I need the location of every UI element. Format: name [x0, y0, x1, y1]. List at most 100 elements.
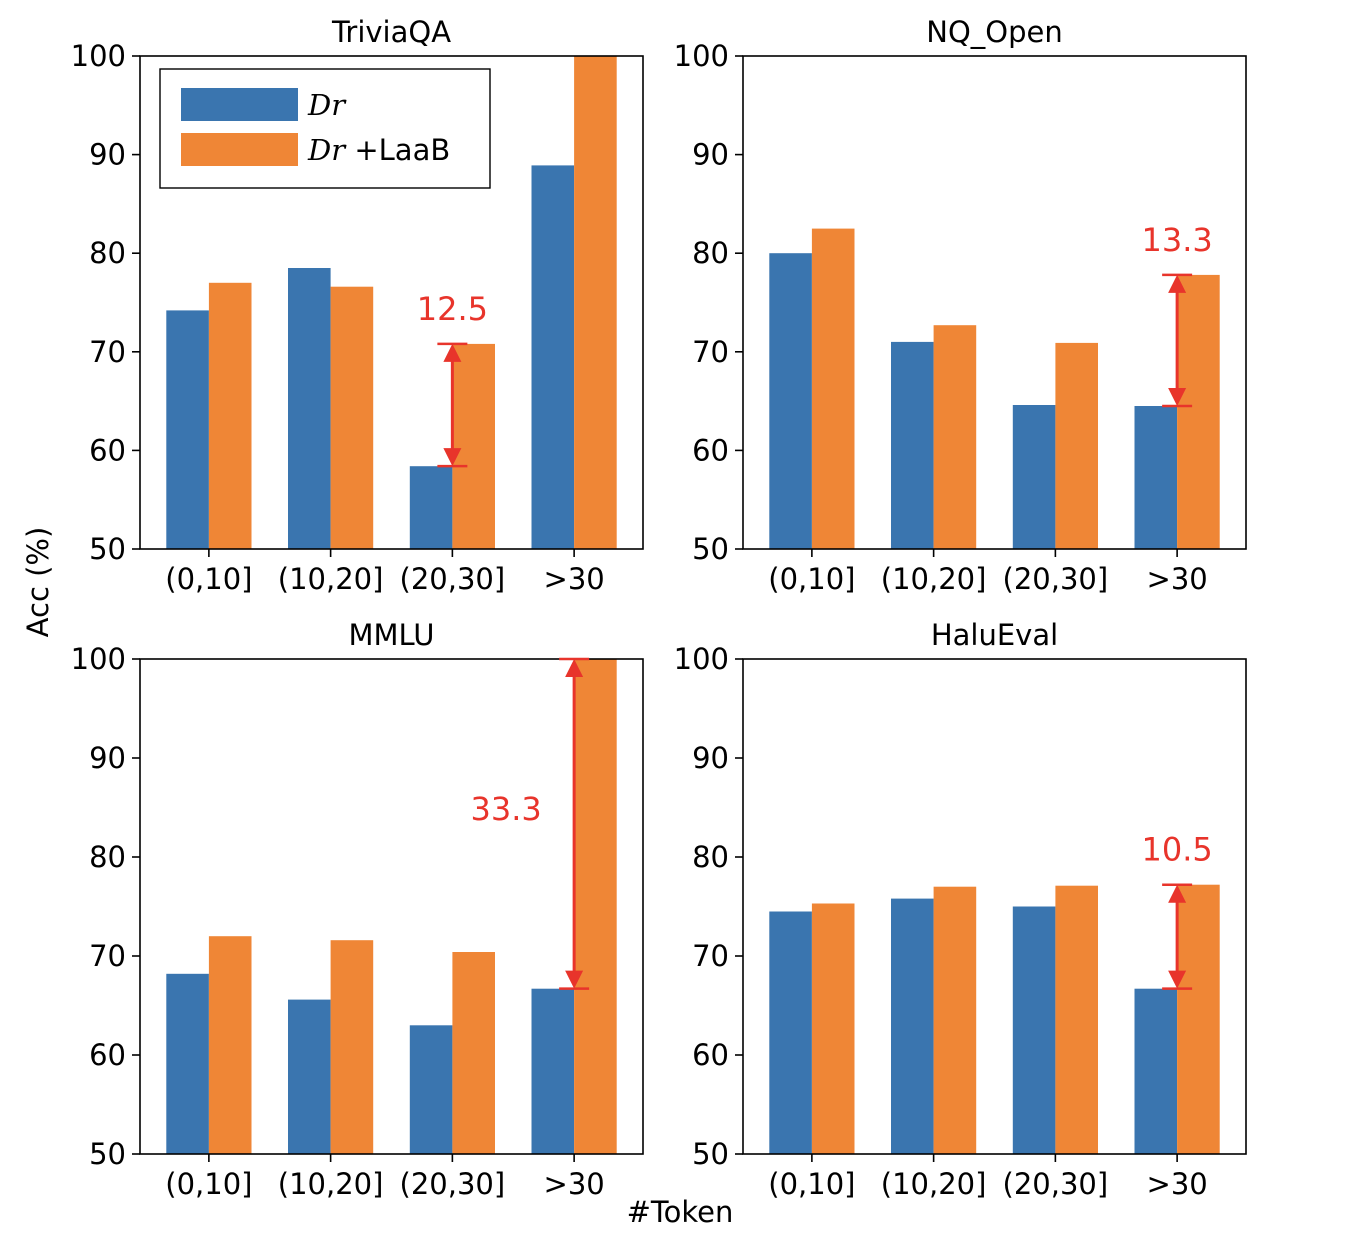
- legend-suffix: +LaaB: [345, 133, 450, 167]
- bar-dr-0: [166, 973, 209, 1154]
- annotation-arrowhead-down: [565, 970, 584, 989]
- x-tick-label: >30: [544, 562, 605, 596]
- legend-swatch-1: [181, 133, 298, 166]
- y-axis-label: Acc (%): [21, 527, 55, 638]
- annotation-arrowhead-down: [443, 448, 462, 467]
- bar-dr-laab-1: [933, 886, 977, 1154]
- x-tick-label: (20,30]: [400, 562, 506, 596]
- annotation-arrowhead-down: [1168, 970, 1187, 989]
- y-tick-label: 50: [692, 532, 729, 566]
- bar-dr-3: [531, 988, 575, 1154]
- bar-dr-laab-3: [574, 56, 617, 549]
- x-axis-label: #Token: [627, 1195, 734, 1229]
- plot-frame: [139, 658, 644, 1155]
- y-tick-label: 50: [89, 1137, 126, 1171]
- legend-label-1: Dr +LaaB: [307, 133, 450, 167]
- x-tick-label: (20,30]: [400, 1167, 506, 1201]
- y-tick-label: 100: [71, 642, 126, 676]
- bar-dr-3: [1134, 988, 1178, 1154]
- bar-dr-1: [288, 268, 331, 549]
- legend-label-0: Dr: [307, 88, 347, 122]
- annotation-arrowhead-up: [443, 343, 462, 362]
- bar-dr-laab-3: [1177, 884, 1220, 1154]
- panel-1: 50 60 70 80 90 100 (0,10] (10,20] (20,30] >30 NQ_O…: [674, 15, 1247, 596]
- y-tick-label: 90: [692, 741, 729, 775]
- y-tick-label: 90: [89, 138, 126, 172]
- x-tick-label: (0,10]: [165, 562, 252, 596]
- bar-dr-3: [531, 165, 575, 549]
- bar-dr-laab-2: [452, 952, 495, 1154]
- bar-dr-3: [1134, 406, 1178, 549]
- bar-dr-laab-0: [811, 903, 855, 1154]
- bar-dr-2: [1012, 906, 1056, 1154]
- legend-math: Dr: [307, 133, 347, 167]
- y-tick-label: 100: [674, 39, 729, 73]
- y-tick-label: 80: [89, 236, 126, 270]
- bar-dr-laab-3: [1177, 274, 1220, 549]
- x-tick-label: (0,10]: [768, 562, 855, 596]
- panels: 50 60 70 80 90 100 (0,10] (10,20] (20,30] >30 Triv…: [71, 15, 1247, 1201]
- y-tick-label: 60: [89, 1038, 126, 1072]
- bar-dr-laab-0: [208, 936, 252, 1154]
- x-tick-label: (10,20]: [881, 562, 987, 596]
- gap-annotation: 12.5: [417, 290, 488, 468]
- bar-dr-0: [166, 310, 209, 549]
- y-tick-label: 70: [89, 939, 126, 973]
- plot-frame: [742, 55, 1247, 550]
- y-tick-label: 60: [692, 433, 729, 467]
- annotation-label: 12.5: [417, 290, 488, 328]
- y-tick-label: 80: [89, 840, 126, 874]
- y-tick-label: 50: [692, 1137, 729, 1171]
- x-tick-label: >30: [1147, 1167, 1208, 1201]
- panel-title: TriviaQA: [331, 15, 451, 49]
- bar-dr-laab-2: [1055, 342, 1098, 549]
- y-tick-label: 80: [692, 236, 729, 270]
- bar-dr-laab-0: [208, 282, 252, 549]
- legend-box: [159, 68, 491, 189]
- y-tick-label: 100: [674, 642, 729, 676]
- x-tick-label: >30: [544, 1167, 605, 1201]
- panel-title: NQ_Open: [926, 15, 1062, 49]
- bar-dr-1: [891, 341, 934, 549]
- gap-annotation: 13.3: [1142, 221, 1213, 408]
- bar-dr-1: [891, 898, 934, 1154]
- plot-frame: [139, 55, 644, 550]
- bar-dr-laab-2: [452, 343, 495, 549]
- panel-title: HaluEval: [931, 618, 1058, 652]
- y-tick-label: 70: [692, 335, 729, 369]
- bar-dr-laab-3: [574, 659, 617, 1154]
- panel-0: 50 60 70 80 90 100 (0,10] (10,20] (20,30] >30 Triv…: [71, 15, 644, 596]
- bar-dr-1: [288, 999, 331, 1154]
- x-tick-label: (20,30]: [1003, 562, 1109, 596]
- bar-dr-0: [769, 253, 812, 549]
- annotation-arrowhead-up: [1168, 274, 1187, 293]
- y-tick-label: 60: [89, 433, 126, 467]
- bar-dr-laab-2: [1055, 885, 1098, 1154]
- x-tick-label: (10,20]: [881, 1167, 987, 1201]
- panel-2: 50 60 70 80 90 100 (0,10] (10,20] (20,30] >30 MMLU…: [71, 618, 644, 1201]
- annotation-arrowhead-up: [1168, 884, 1187, 903]
- gap-annotation: 10.5: [1142, 831, 1213, 990]
- bar-dr-2: [409, 466, 453, 549]
- bar-dr-0: [769, 911, 812, 1154]
- bar-dr-laab-1: [330, 286, 374, 549]
- annotation-label: 33.3: [471, 790, 542, 828]
- gap-annotation: 33.3: [471, 657, 590, 990]
- x-tick-label: (10,20]: [278, 1167, 384, 1201]
- x-tick-label: (0,10]: [768, 1167, 855, 1201]
- legend-swatch-0: [181, 88, 298, 121]
- annotation-arrowhead-up: [565, 659, 584, 677]
- annotation-label: 13.3: [1142, 221, 1213, 259]
- bar-dr-laab-1: [933, 325, 977, 549]
- panel-3: 50 60 70 80 90 100 (0,10] (10,20] (20,30] >30 Halu…: [674, 618, 1247, 1201]
- bar-dr-laab-0: [811, 228, 855, 549]
- annotation-arrowhead-down: [1168, 388, 1187, 407]
- x-tick-label: (10,20]: [278, 562, 384, 596]
- x-tick-label: (20,30]: [1003, 1167, 1109, 1201]
- y-tick-label: 70: [692, 939, 729, 973]
- y-tick-label: 90: [692, 138, 729, 172]
- legend-math: Dr: [307, 88, 347, 122]
- annotation-label: 10.5: [1142, 831, 1213, 869]
